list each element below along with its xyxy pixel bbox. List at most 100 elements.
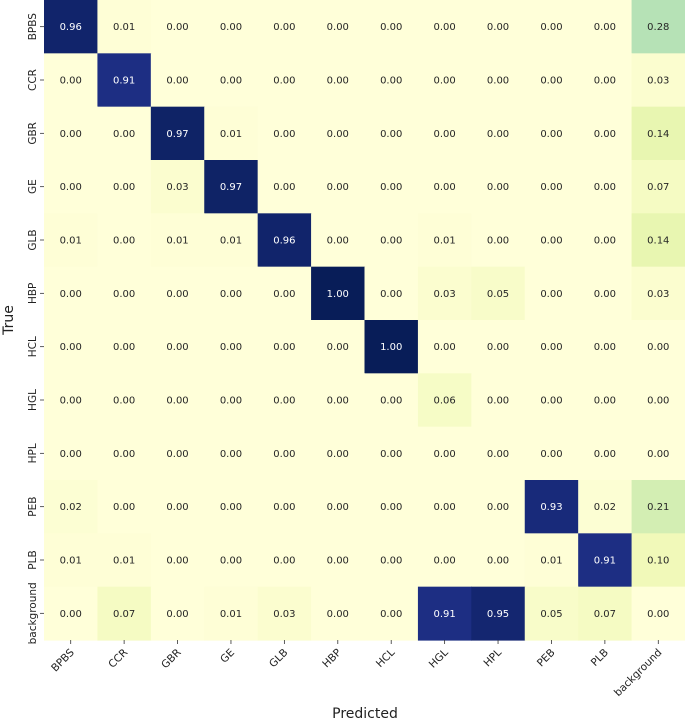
y-tick-label: HPL — [27, 443, 39, 463]
heatmap-cell — [471, 106, 526, 161]
cell-value-label: 0.00 — [60, 342, 82, 353]
heatmap-cell — [97, 373, 152, 428]
heatmap-cell — [204, 320, 259, 374]
cell-value-label: 0.00 — [594, 22, 616, 33]
cell-value-label: 0.01 — [220, 236, 242, 247]
heatmap-cell — [204, 106, 259, 161]
cell-value-label: 0.00 — [647, 396, 669, 407]
heatmap-cell — [471, 160, 526, 214]
cell-value-label: 0.00 — [380, 22, 402, 33]
heatmap-cell — [257, 0, 312, 54]
heatmap-cell — [631, 160, 685, 214]
cell-value-label: 0.00 — [113, 182, 135, 193]
cell-value-label: 0.00 — [540, 449, 562, 460]
heatmap-cell — [150, 373, 205, 428]
heatmap-cell — [364, 266, 419, 321]
cell-value-label: 0.00 — [594, 76, 616, 87]
heatmap-cell — [44, 106, 99, 161]
heatmap-cell — [417, 426, 472, 481]
x-tick-label: GLB — [267, 647, 290, 670]
cell-value-label: 0.03 — [647, 76, 669, 87]
heatmap-cell — [524, 480, 579, 534]
y-tick-label: HBP — [27, 283, 39, 304]
heatmap-cell — [578, 533, 633, 588]
heatmap-cell — [150, 106, 205, 161]
cell-value-label: 0.00 — [487, 449, 509, 460]
cell-value-label: 0.00 — [433, 342, 455, 353]
cell-value-label: 0.00 — [647, 342, 669, 353]
heatmap-cell — [257, 213, 312, 268]
cell-value-label: 0.00 — [113, 502, 135, 513]
heatmap-cell — [97, 586, 152, 641]
cell-value-label: 0.07 — [113, 609, 135, 620]
cell-value-label: 0.00 — [594, 129, 616, 140]
cell-value-label: 0.01 — [540, 556, 562, 567]
cell-value-label: 0.00 — [327, 556, 349, 567]
heatmap-cell — [631, 106, 685, 161]
cell-value-label: 0.00 — [60, 289, 82, 300]
heatmap-cell — [44, 160, 99, 214]
cell-value-label: 0.00 — [166, 22, 188, 33]
heatmap-cell — [257, 160, 312, 214]
heatmap-cell — [578, 160, 633, 214]
cell-value-label: 0.00 — [380, 449, 402, 460]
heatmap-cell — [578, 586, 633, 641]
cell-value-label: 0.00 — [113, 289, 135, 300]
cell-value-label: 0.00 — [166, 609, 188, 620]
heatmap-cell — [471, 266, 526, 321]
cell-value-label: 0.00 — [380, 556, 402, 567]
heatmap-cell — [257, 586, 312, 641]
y-tick-label: PEB — [27, 497, 39, 517]
cell-value-label: 0.03 — [647, 289, 669, 300]
cell-value-label: 0.91 — [433, 609, 455, 620]
cell-value-label: 0.06 — [433, 396, 455, 407]
cell-value-label: 0.00 — [380, 502, 402, 513]
heatmap-cell — [97, 426, 152, 481]
cell-value-label: 0.05 — [487, 289, 509, 300]
cell-value-label: 0.00 — [113, 449, 135, 460]
heatmap-cell — [364, 586, 419, 641]
heatmap-cell — [150, 480, 205, 534]
cell-value-label: 0.14 — [647, 129, 669, 140]
x-tick-label: PLB — [589, 647, 611, 669]
cell-value-label: 0.00 — [220, 449, 242, 460]
heatmap-cell — [257, 373, 312, 428]
heatmap-cell — [44, 533, 99, 588]
cell-value-label: 0.00 — [433, 449, 455, 460]
heatmap-cell — [150, 213, 205, 268]
heatmap-cell — [204, 213, 259, 268]
cell-value-label: 0.00 — [60, 449, 82, 460]
heatmap-cell — [204, 53, 259, 108]
cell-value-label: 0.00 — [380, 236, 402, 247]
heatmap-cell — [257, 533, 312, 588]
cell-value-label: 0.00 — [594, 342, 616, 353]
cell-value-label: 0.00 — [273, 556, 295, 567]
heatmap-cell — [204, 533, 259, 588]
cell-value-label: 0.01 — [220, 609, 242, 620]
cell-value-label: 0.00 — [60, 396, 82, 407]
heatmap-cell — [631, 0, 685, 54]
cell-value-label: 0.00 — [540, 129, 562, 140]
heatmap-cell — [471, 213, 526, 268]
heatmap-cell — [150, 586, 205, 641]
heatmap-cell — [364, 533, 419, 588]
heatmap-cell — [524, 426, 579, 481]
cell-value-label: 0.00 — [487, 342, 509, 353]
cell-value-label: 0.03 — [166, 182, 188, 193]
heatmap-cell — [204, 586, 259, 641]
heatmap-cell — [97, 533, 152, 588]
x-tick-label: GE — [218, 647, 237, 666]
y-tick-label: GE — [27, 179, 39, 194]
heatmap-cell — [311, 160, 366, 214]
heatmap-cell — [311, 373, 366, 428]
heatmap-cell — [150, 266, 205, 321]
cell-value-label: 0.97 — [166, 129, 188, 140]
heatmap-cell — [524, 0, 579, 54]
cell-value-label: 0.96 — [273, 236, 295, 247]
heatmap-cell — [257, 266, 312, 321]
cell-value-label: 0.00 — [594, 236, 616, 247]
cell-value-label: 0.00 — [487, 22, 509, 33]
heatmap-cell — [150, 426, 205, 481]
heatmap-cell — [257, 426, 312, 481]
cell-value-label: 0.00 — [220, 76, 242, 87]
